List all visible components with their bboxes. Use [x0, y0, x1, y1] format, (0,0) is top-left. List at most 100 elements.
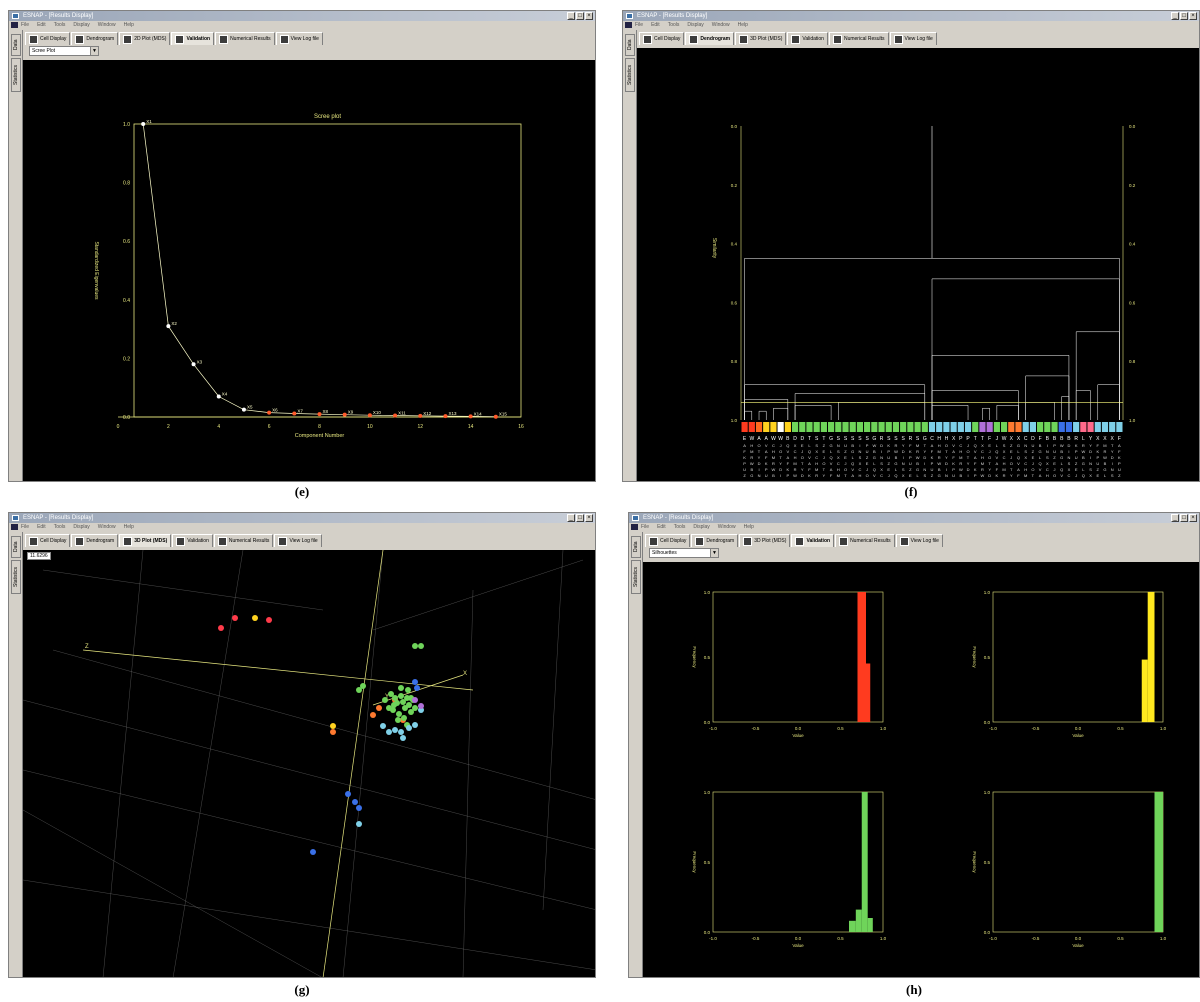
tab-validation[interactable]: Validation [172, 534, 213, 547]
leaf-sublabel: M [837, 473, 840, 478]
validation-icon [175, 34, 185, 44]
minimize-button[interactable]: _ [567, 514, 575, 522]
tab-view-log[interactable]: View Log file [889, 32, 937, 45]
menu-help[interactable]: Help [743, 524, 754, 530]
tab-view-log[interactable]: View Log file [275, 32, 323, 45]
leaf-sublabel: S [923, 473, 926, 478]
side-tab-data[interactable]: Data [625, 34, 635, 56]
side-tab-data[interactable]: Data [11, 34, 21, 56]
side-tab-statistics[interactable]: Statistics [631, 560, 641, 594]
tab-validation[interactable]: Validation [171, 32, 215, 45]
leaf-sublabel: G [851, 449, 854, 454]
maximize-button[interactable]: □ [576, 514, 584, 522]
tab-validation[interactable]: Validation [791, 534, 835, 547]
tab-cell-display[interactable]: Cell Display [639, 32, 685, 45]
menu-display[interactable]: Display [73, 524, 90, 530]
leaf-sublabel: M [1002, 467, 1005, 472]
menu-help[interactable]: Help [123, 524, 134, 530]
menu-tools[interactable]: Tools [673, 524, 686, 530]
close-button[interactable]: × [585, 514, 593, 522]
menu-file[interactable]: File [641, 524, 650, 530]
tab-cell-display[interactable]: Cell Display [645, 534, 691, 547]
tab-cell-display[interactable]: Cell Display [25, 534, 71, 547]
menu-file[interactable]: File [635, 22, 644, 28]
side-tab-statistics[interactable]: Statistics [625, 58, 635, 92]
tab-plot-mds[interactable]: 3D Plot (MDS) [735, 32, 787, 45]
tab-numerical-results[interactable]: Numerical Results [215, 32, 275, 45]
menu-display[interactable]: Display [73, 22, 90, 28]
leaf-label: T [822, 436, 825, 442]
plot-type-select[interactable]: Silhouettes ▼ [649, 548, 719, 558]
tab-dendrogram[interactable]: Dendrogram [691, 534, 739, 547]
menu-tools[interactable]: Tools [53, 22, 66, 28]
menu-help[interactable]: Help [123, 22, 134, 28]
leaf-label: X [1010, 436, 1014, 442]
leaf-sublabel: X [880, 467, 883, 472]
tab-dendrogram[interactable]: Dendrogram [685, 32, 735, 45]
x-axis-label: Value [792, 943, 804, 948]
side-tab-statistics[interactable]: Statistics [11, 58, 21, 92]
mds-canvas[interactable]: Z Y X 11.6296 [22, 549, 596, 978]
data-point [406, 725, 412, 731]
maximize-button[interactable]: □ [1180, 514, 1188, 522]
menu-tools[interactable]: Tools [53, 524, 66, 530]
close-button[interactable]: × [1189, 12, 1197, 20]
menu-file[interactable]: File [21, 22, 30, 28]
menu-edit[interactable]: Edit [37, 524, 46, 530]
plot-type-select[interactable]: Scree Plot ▼ [29, 46, 99, 56]
tab-cell-display[interactable]: Cell Display [25, 32, 71, 45]
minimize-button[interactable]: _ [1171, 12, 1179, 20]
side-tab-data[interactable]: Data [11, 536, 21, 558]
tab-numerical-results[interactable]: Numerical Results [213, 534, 274, 547]
tab-view-log[interactable]: View Log file [274, 534, 322, 547]
cell-display-icon [29, 34, 38, 44]
chevron-down-icon[interactable]: ▼ [710, 549, 718, 557]
menu-edit[interactable]: Edit [37, 22, 46, 28]
x-tick-label: -1.0 [989, 726, 997, 731]
close-button[interactable]: × [585, 12, 593, 20]
menu-display[interactable]: Display [687, 22, 704, 28]
close-button[interactable]: × [1189, 514, 1197, 522]
menu-display[interactable]: Display [693, 524, 710, 530]
menu-tools[interactable]: Tools [667, 22, 680, 28]
maximize-button[interactable]: □ [576, 12, 584, 20]
leaf-sublabel: G [894, 461, 897, 466]
leaf-sublabel: V [952, 443, 955, 448]
maximize-button[interactable]: □ [1180, 12, 1188, 20]
tab-dendrogram[interactable]: Dendrogram [71, 534, 119, 547]
leaf-sublabel: E [1096, 473, 1099, 478]
tab-plot-mds[interactable]: 3D Plot (MDS) [739, 534, 791, 547]
y-tick-label: 0.2 [123, 356, 130, 362]
tab-numerical-results[interactable]: Numerical Results [835, 534, 895, 547]
leaf-swatch [748, 422, 755, 432]
y-tick-label: 0.5 [704, 860, 711, 865]
menu-window[interactable]: Window [711, 22, 730, 28]
leaf-sublabel: Y [1010, 473, 1013, 478]
y-tick-label: 0.2 [731, 183, 738, 188]
tab-plot-mds[interactable]: 3D Plot (MDS) [119, 534, 172, 547]
side-tab-statistics[interactable]: Statistics [11, 560, 21, 594]
menu-window[interactable]: Window [97, 22, 116, 28]
menu-file[interactable]: File [21, 524, 30, 530]
tab-dendrogram[interactable]: Dendrogram [71, 32, 119, 45]
chevron-down-icon[interactable]: ▼ [90, 47, 98, 55]
tab-validation[interactable]: Validation [787, 32, 828, 45]
tab-numerical-results[interactable]: Numerical Results [828, 32, 889, 45]
data-point [386, 729, 392, 735]
minimize-button[interactable]: _ [1171, 514, 1179, 522]
x-tick-label: -0.5 [752, 726, 760, 731]
leaf-sublabel: P [765, 467, 768, 472]
mds-3d-plot[interactable]: Z Y X [22, 549, 596, 978]
menu-window[interactable]: Window [717, 524, 736, 530]
leaf-swatch [1073, 422, 1080, 432]
data-point [380, 723, 386, 729]
leaf-sublabel: B [1082, 455, 1085, 460]
tab-view-log[interactable]: View Log file [895, 534, 943, 547]
minimize-button[interactable]: _ [567, 12, 575, 20]
menu-help[interactable]: Help [737, 22, 748, 28]
menu-edit[interactable]: Edit [657, 524, 666, 530]
menu-window[interactable]: Window [97, 524, 116, 530]
tab-plot-mds[interactable]: 2D Plot (MDS) [119, 32, 171, 45]
side-tab-data[interactable]: Data [631, 536, 641, 558]
menu-edit[interactable]: Edit [651, 22, 660, 28]
